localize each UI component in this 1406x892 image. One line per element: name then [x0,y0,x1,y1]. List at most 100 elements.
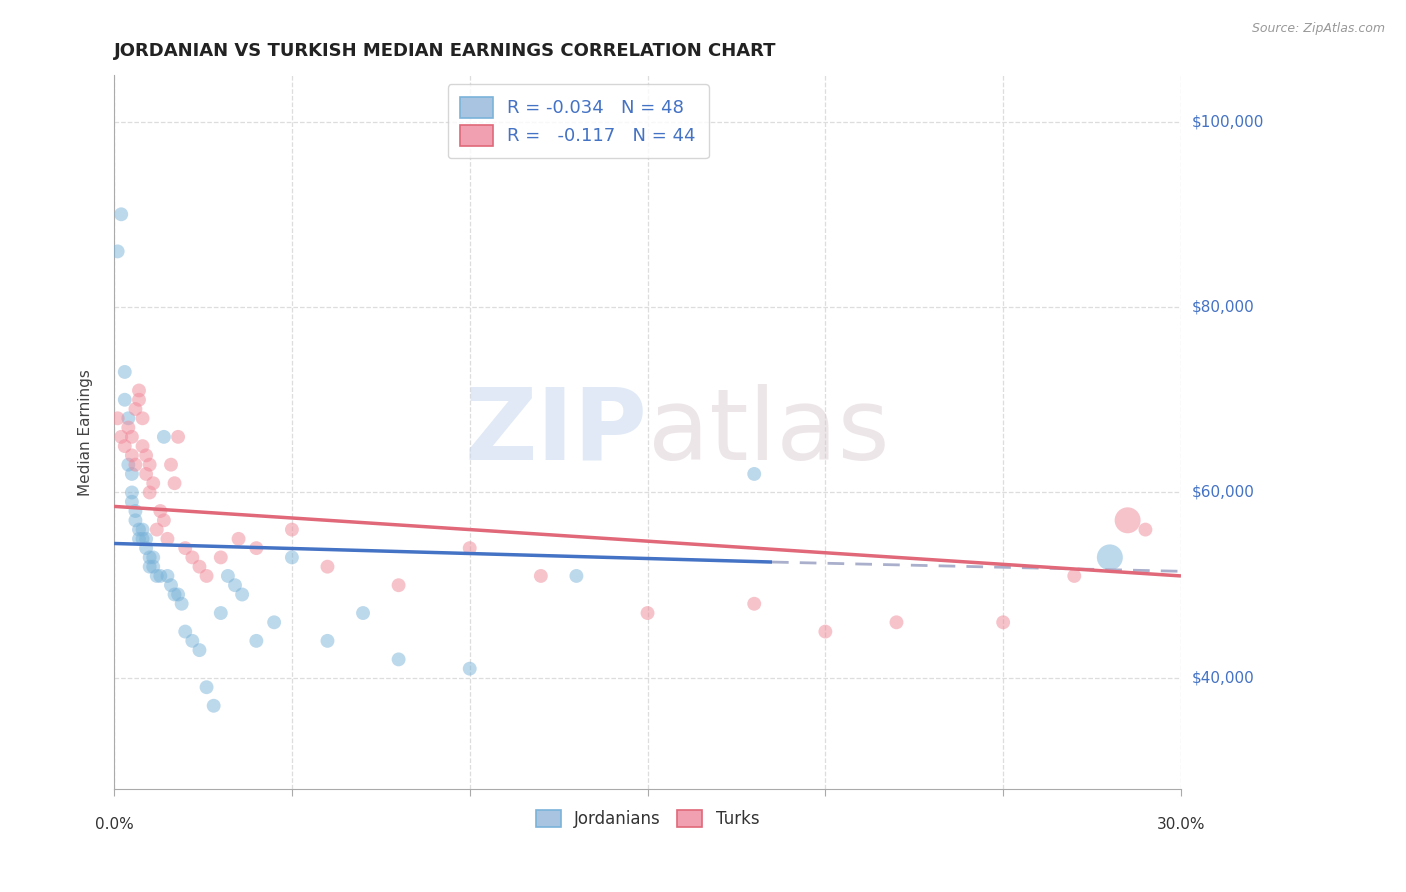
Point [131,532,153,546]
Text: ZIP: ZIP [464,384,648,481]
Point [742,597,765,611]
Point [149,504,172,518]
Legend: Jordanians, Turks: Jordanians, Turks [529,803,766,834]
Text: 0.0%: 0.0% [94,817,134,832]
Point [121,495,143,509]
Point [146,569,169,583]
Point [188,643,211,657]
Point [1098,550,1121,565]
Point [228,532,250,546]
Point [458,662,481,676]
Point [181,633,204,648]
Point [160,578,183,592]
Point [128,532,150,546]
Text: $40,000: $40,000 [1192,671,1254,685]
Point [142,550,165,565]
Point [117,458,139,472]
Point [991,615,1014,630]
Text: $60,000: $60,000 [1192,485,1256,500]
Text: JORDANIAN VS TURKISH MEDIAN EARNINGS CORRELATION CHART: JORDANIAN VS TURKISH MEDIAN EARNINGS COR… [114,42,776,60]
Point [224,578,246,592]
Point [131,523,153,537]
Point [167,587,190,601]
Point [135,532,157,546]
Point [107,244,129,259]
Point [153,430,176,444]
Y-axis label: Median Earnings: Median Earnings [79,368,93,496]
Point [156,569,179,583]
Point [121,467,143,481]
Point [124,504,146,518]
Point [174,624,197,639]
Point [530,569,553,583]
Point [814,624,837,639]
Point [114,365,136,379]
Point [117,420,139,434]
Point [245,541,267,555]
Point [135,449,157,463]
Point [742,467,765,481]
Point [637,606,659,620]
Point [128,384,150,398]
Point [231,587,253,601]
Point [114,392,136,407]
Point [128,392,150,407]
Point [124,402,146,417]
Point [138,550,160,565]
Point [163,587,186,601]
Point [121,485,143,500]
Point [1063,569,1085,583]
Point [202,698,225,713]
Text: $80,000: $80,000 [1192,300,1254,315]
Point [131,439,153,453]
Point [153,513,176,527]
Point [121,449,143,463]
Point [245,633,267,648]
Point [458,541,481,555]
Point [886,615,908,630]
Point [352,606,374,620]
Text: atlas: atlas [648,384,889,481]
Point [263,615,285,630]
Point [131,411,153,425]
Point [142,559,165,574]
Point [156,532,179,546]
Point [1116,513,1139,527]
Point [1135,523,1157,537]
Point [209,606,232,620]
Point [195,680,218,694]
Point [138,559,160,574]
Point [149,569,172,583]
Point [138,485,160,500]
Point [170,597,193,611]
Point [388,578,411,592]
Point [188,559,211,574]
Point [124,513,146,527]
Point [110,430,132,444]
Point [565,569,588,583]
Point [114,439,136,453]
Point [163,476,186,491]
Point [138,458,160,472]
Point [124,458,146,472]
Text: 30.0%: 30.0% [1157,817,1205,832]
Point [160,458,183,472]
Point [128,523,150,537]
Point [316,633,339,648]
Point [117,411,139,425]
Point [181,550,204,565]
Text: Source: ZipAtlas.com: Source: ZipAtlas.com [1251,22,1385,36]
Point [388,652,411,666]
Text: $100,000: $100,000 [1192,114,1264,129]
Point [316,559,339,574]
Point [121,430,143,444]
Point [217,569,239,583]
Point [142,476,165,491]
Point [110,207,132,221]
Point [167,430,190,444]
Point [135,467,157,481]
Point [107,411,129,425]
Point [174,541,197,555]
Point [281,523,304,537]
Point [146,523,169,537]
